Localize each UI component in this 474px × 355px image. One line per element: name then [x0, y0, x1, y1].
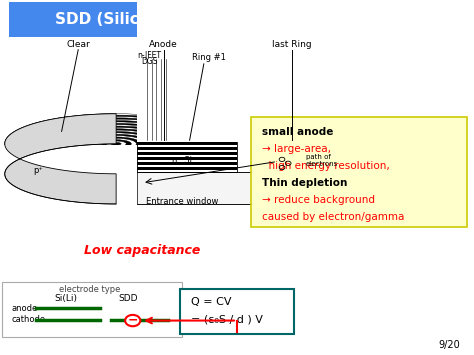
Ellipse shape	[25, 119, 207, 168]
Polygon shape	[137, 170, 237, 172]
Polygon shape	[137, 160, 237, 162]
Ellipse shape	[86, 136, 146, 152]
Polygon shape	[137, 142, 237, 144]
Text: high energy resolution,: high energy resolution,	[262, 161, 390, 171]
Polygon shape	[137, 172, 299, 204]
Ellipse shape	[81, 134, 152, 153]
Text: → large-area,: → large-area,	[262, 144, 331, 154]
FancyBboxPatch shape	[251, 117, 467, 227]
Text: Q = CV: Q = CV	[191, 297, 231, 307]
Text: Clear: Clear	[66, 40, 90, 49]
Polygon shape	[137, 154, 237, 157]
Text: last Ring: last Ring	[272, 40, 311, 49]
Bar	[9, 2, 465, 37]
Ellipse shape	[30, 121, 202, 167]
Polygon shape	[137, 149, 237, 152]
Polygon shape	[137, 147, 237, 149]
Polygon shape	[137, 170, 237, 172]
Text: SDD: SDD	[118, 294, 138, 304]
Polygon shape	[137, 160, 237, 162]
Text: → reduce background: → reduce background	[262, 195, 375, 205]
Ellipse shape	[96, 138, 137, 149]
Polygon shape	[137, 149, 237, 152]
Text: n⁻ Si: n⁻ Si	[173, 156, 192, 165]
Polygon shape	[137, 147, 237, 149]
Text: Si(Li): Si(Li)	[55, 294, 78, 304]
Polygon shape	[137, 157, 237, 160]
Polygon shape	[137, 152, 237, 154]
Bar	[0, 145, 474, 355]
FancyBboxPatch shape	[180, 289, 294, 334]
Polygon shape	[237, 142, 239, 179]
Text: = (ε₀S / d ) V: = (ε₀S / d ) V	[191, 314, 263, 324]
Ellipse shape	[111, 142, 121, 145]
Text: Thin depletion: Thin depletion	[262, 178, 347, 188]
Ellipse shape	[101, 140, 131, 148]
Polygon shape	[137, 152, 237, 154]
Text: path of
electrons: path of electrons	[306, 154, 338, 167]
Polygon shape	[137, 157, 237, 160]
Circle shape	[125, 315, 140, 326]
Ellipse shape	[65, 130, 167, 157]
Text: anode: anode	[11, 304, 37, 313]
Polygon shape	[5, 114, 116, 204]
Polygon shape	[5, 114, 116, 204]
Polygon shape	[137, 142, 237, 172]
Text: electrode type: electrode type	[59, 285, 121, 294]
FancyBboxPatch shape	[2, 282, 182, 337]
Text: small anode: small anode	[262, 127, 334, 137]
Ellipse shape	[20, 118, 212, 170]
Ellipse shape	[5, 144, 228, 204]
Text: −: −	[128, 314, 138, 327]
Polygon shape	[137, 162, 237, 165]
Ellipse shape	[91, 137, 141, 151]
Ellipse shape	[45, 125, 187, 163]
Ellipse shape	[15, 116, 218, 171]
Polygon shape	[137, 167, 237, 170]
Text: n-JFET: n-JFET	[137, 50, 161, 60]
Text: cathode: cathode	[11, 315, 46, 324]
Text: Anode: Anode	[149, 40, 178, 49]
Polygon shape	[137, 165, 237, 167]
Ellipse shape	[10, 115, 222, 173]
Polygon shape	[137, 144, 237, 147]
Ellipse shape	[35, 122, 197, 166]
Text: Low capacitance: Low capacitance	[84, 244, 201, 257]
Text: 9/20: 9/20	[438, 340, 460, 350]
Text: caused by electron/gamma: caused by electron/gamma	[262, 212, 404, 222]
Polygon shape	[137, 142, 237, 172]
Text: SDD (Silicon Drift Detector) X-ray detector: SDD (Silicon Drift Detector) X-ray detec…	[55, 12, 419, 27]
Text: DGS: DGS	[141, 56, 157, 66]
Polygon shape	[137, 167, 237, 170]
Polygon shape	[137, 142, 237, 144]
Ellipse shape	[5, 114, 228, 174]
Polygon shape	[137, 154, 237, 157]
Polygon shape	[137, 165, 237, 167]
Ellipse shape	[60, 129, 172, 159]
Text: Entrance window: Entrance window	[146, 197, 219, 206]
Polygon shape	[137, 162, 237, 165]
Ellipse shape	[40, 123, 192, 164]
Text: Ring #1: Ring #1	[191, 53, 226, 62]
Ellipse shape	[76, 133, 156, 155]
Polygon shape	[137, 144, 237, 147]
Text: p⁺: p⁺	[33, 166, 43, 175]
Ellipse shape	[71, 131, 162, 156]
Ellipse shape	[50, 126, 182, 162]
Bar	[137, 0, 474, 172]
Ellipse shape	[106, 141, 126, 147]
Ellipse shape	[55, 127, 177, 160]
